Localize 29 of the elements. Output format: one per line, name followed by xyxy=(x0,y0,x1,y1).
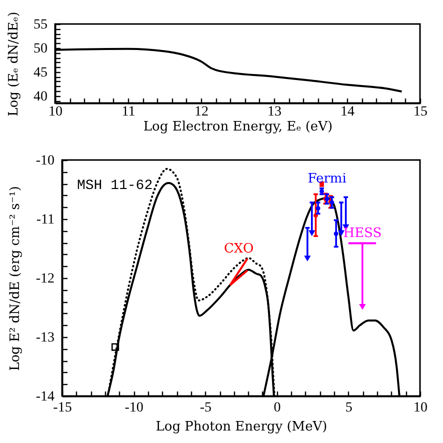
annotation: MSH 11-62 xyxy=(77,178,153,194)
y-tick-label: 40 xyxy=(34,89,48,104)
x-tick-label: 13 xyxy=(268,104,282,120)
y-axis-title: Log E² dN/dE (erg cm⁻² s⁻¹) xyxy=(8,186,23,371)
y-tick-label: 50 xyxy=(34,41,48,56)
x-tick-label: 0 xyxy=(274,400,281,416)
y-tick-label: -12 xyxy=(36,272,54,286)
x-axis-title: Log Photon Energy (MeV) xyxy=(156,420,328,434)
series-label: CXO xyxy=(224,242,254,257)
x-tick-label: 12 xyxy=(194,104,208,120)
x-tick-label: 5 xyxy=(345,400,352,416)
x-tick-label: 10 xyxy=(414,400,428,416)
y-tick-label: -14 xyxy=(36,390,54,404)
y-tick-label: 45 xyxy=(34,65,48,80)
series-label: Fermi xyxy=(308,171,346,186)
x-tick-label: -10 xyxy=(124,400,144,416)
x-tick-label: 11 xyxy=(122,104,136,120)
x-tick-label: 10 xyxy=(48,104,62,120)
y-tick-label: -11 xyxy=(36,212,54,228)
y-tick-label: -10 xyxy=(36,154,54,168)
x-tick-label: -15 xyxy=(53,400,72,416)
x-tick-label: 15 xyxy=(414,104,428,120)
x-tick-label: 14 xyxy=(340,104,354,120)
x-axis-title: Log Electron Energy, Eₑ (eV) xyxy=(143,120,333,134)
text: HESS xyxy=(343,226,382,242)
y-tick-label: -13 xyxy=(36,330,54,346)
y-axis-title: Log (Eₑ dN/dEₑ) xyxy=(6,12,22,116)
x-tick-label: -5 xyxy=(200,400,212,416)
y-tick-label: 55 xyxy=(34,18,48,32)
